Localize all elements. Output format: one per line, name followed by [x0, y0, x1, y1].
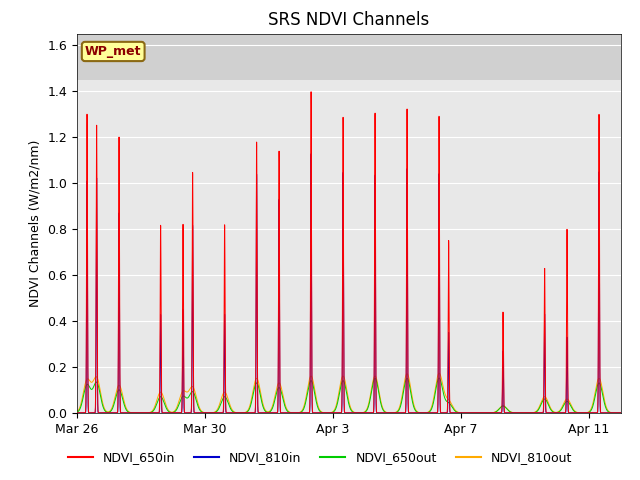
NDVI_810out [472, 410, 480, 416]
NDVI_810out [401, 375, 409, 381]
NDVI_650out [617, 410, 625, 416]
NDVI_650in [617, 410, 625, 416]
NDVI_810out [186, 386, 194, 392]
NDVI_650out [159, 398, 167, 404]
Line: NDVI_650out: NDVI_650out [77, 378, 621, 413]
NDVI_650in [462, 410, 470, 416]
NDVI_650in [408, 410, 415, 416]
NDVI_650in [73, 410, 81, 416]
NDVI_810in [462, 410, 470, 416]
NDVI_650out [186, 391, 194, 397]
Bar [77, 11, 621, 80]
NDVI_810out [159, 394, 167, 400]
NDVI_650out [401, 380, 409, 385]
NDVI_650in [186, 410, 194, 416]
Title: SRS NDVI Channels: SRS NDVI Channels [268, 11, 429, 29]
NDVI_810in [73, 410, 81, 416]
NDVI_650out [122, 407, 130, 413]
NDVI_650in [307, 89, 315, 95]
NDVI_650out [73, 409, 81, 415]
NDVI_810in [617, 410, 625, 416]
NDVI_650in [160, 410, 168, 416]
Line: NDVI_810in: NDVI_810in [77, 154, 621, 413]
NDVI_650in [132, 410, 140, 416]
NDVI_810out [461, 410, 469, 416]
NDVI_650out [407, 391, 415, 397]
Legend: NDVI_650in, NDVI_810in, NDVI_650out, NDVI_810out: NDVI_650in, NDVI_810in, NDVI_650out, NDV… [63, 446, 577, 469]
NDVI_810out [73, 409, 81, 415]
NDVI_650in [401, 409, 409, 415]
NDVI_810out [122, 406, 130, 411]
Line: NDVI_810out: NDVI_810out [77, 373, 621, 413]
NDVI_810in [307, 151, 315, 156]
Text: WP_met: WP_met [85, 45, 141, 58]
NDVI_810in [160, 410, 168, 416]
NDVI_650out [472, 410, 480, 416]
NDVI_810out [435, 371, 443, 376]
NDVI_650out [435, 375, 443, 381]
NDVI_810out [407, 387, 415, 393]
Y-axis label: NDVI Channels (W/m2/nm): NDVI Channels (W/m2/nm) [29, 140, 42, 307]
NDVI_810in [401, 410, 409, 416]
NDVI_650out [461, 410, 469, 416]
NDVI_810in [131, 410, 139, 416]
NDVI_810in [408, 410, 415, 416]
NDVI_650in [122, 410, 130, 416]
NDVI_810out [617, 410, 625, 416]
NDVI_810in [186, 410, 194, 416]
NDVI_810in [122, 410, 130, 416]
Line: NDVI_650in: NDVI_650in [77, 92, 621, 413]
